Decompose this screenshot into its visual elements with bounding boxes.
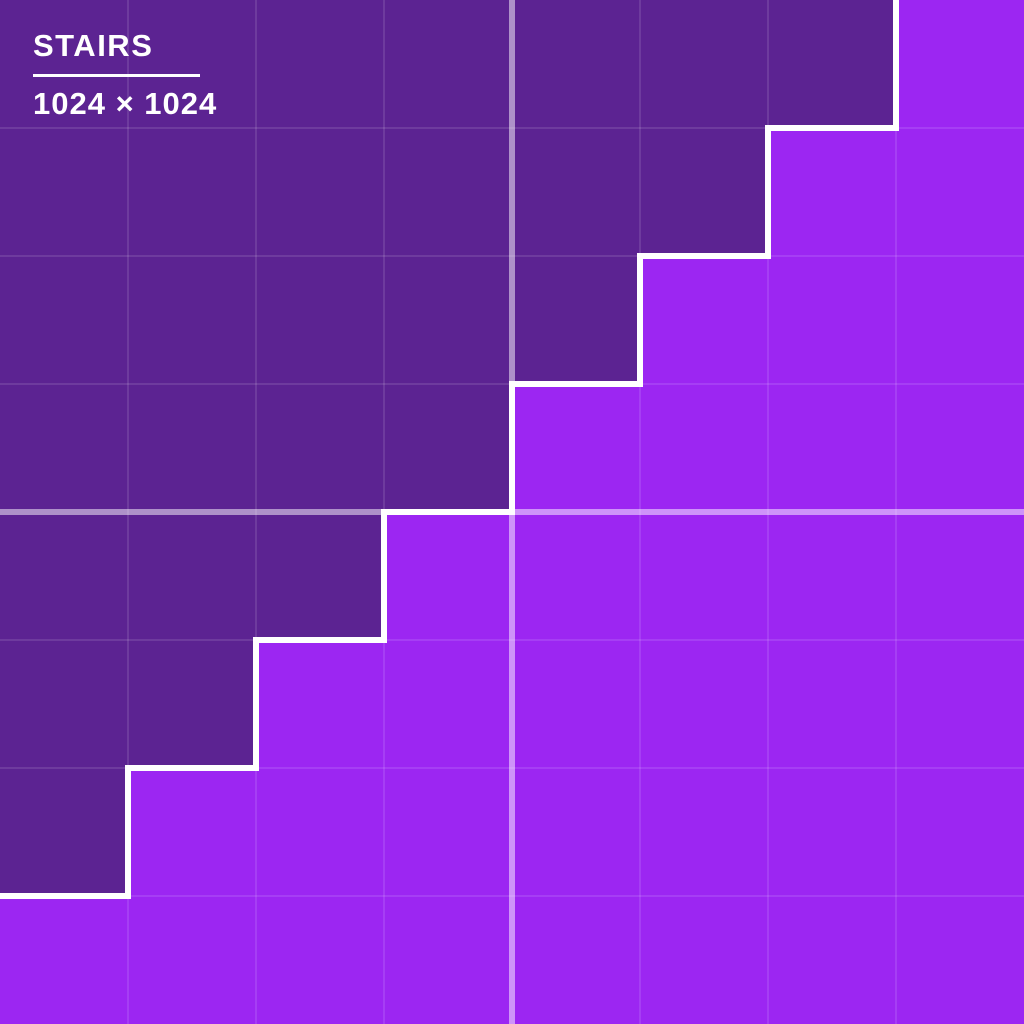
dimensions-label: 1024 × 1024 [33, 85, 218, 121]
staircase-line [0, 0, 899, 899]
title-underline [33, 73, 200, 77]
pattern-title: STAIRS [33, 28, 154, 63]
title-block: STAIRS 1024 × 1024 [33, 28, 218, 121]
